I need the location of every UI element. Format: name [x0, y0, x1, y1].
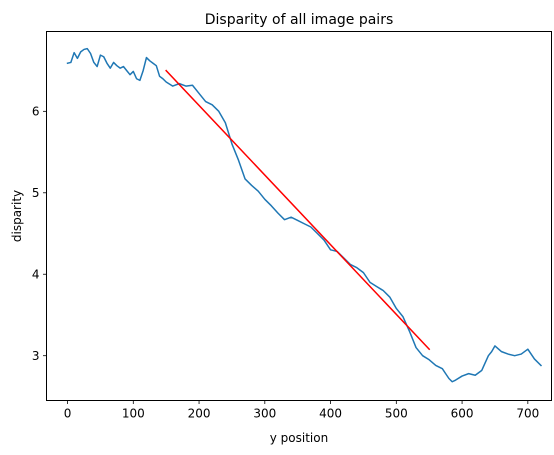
series-line-0 — [66, 47, 543, 383]
chart-title: Disparity of all image pairs — [205, 12, 394, 28]
plot-frame — [46, 31, 552, 401]
y-tick-label: 6 — [32, 105, 40, 119]
x-tick-label: 700 — [516, 407, 539, 421]
x-tick-label: 0 — [64, 407, 72, 421]
y-tick-label: 4 — [32, 268, 40, 282]
x-tick-label: 100 — [122, 407, 145, 421]
y-axis: 3 4 5 6 — [32, 105, 47, 363]
x-tick-label: 300 — [253, 407, 276, 421]
series-line-1 — [165, 69, 431, 351]
x-tick-label: 200 — [188, 407, 211, 421]
plot-lines — [66, 47, 543, 383]
x-axis-label: y position — [270, 431, 328, 445]
x-tick-label: 500 — [385, 407, 408, 421]
x-tick-label: 600 — [451, 407, 474, 421]
y-tick-label: 3 — [32, 349, 40, 363]
x-tick-label: 400 — [319, 407, 342, 421]
y-tick-label: 5 — [32, 186, 40, 200]
y-axis-label: disparity — [10, 190, 24, 242]
x-axis: 0 100 200 300 400 500 600 700 — [64, 400, 539, 421]
